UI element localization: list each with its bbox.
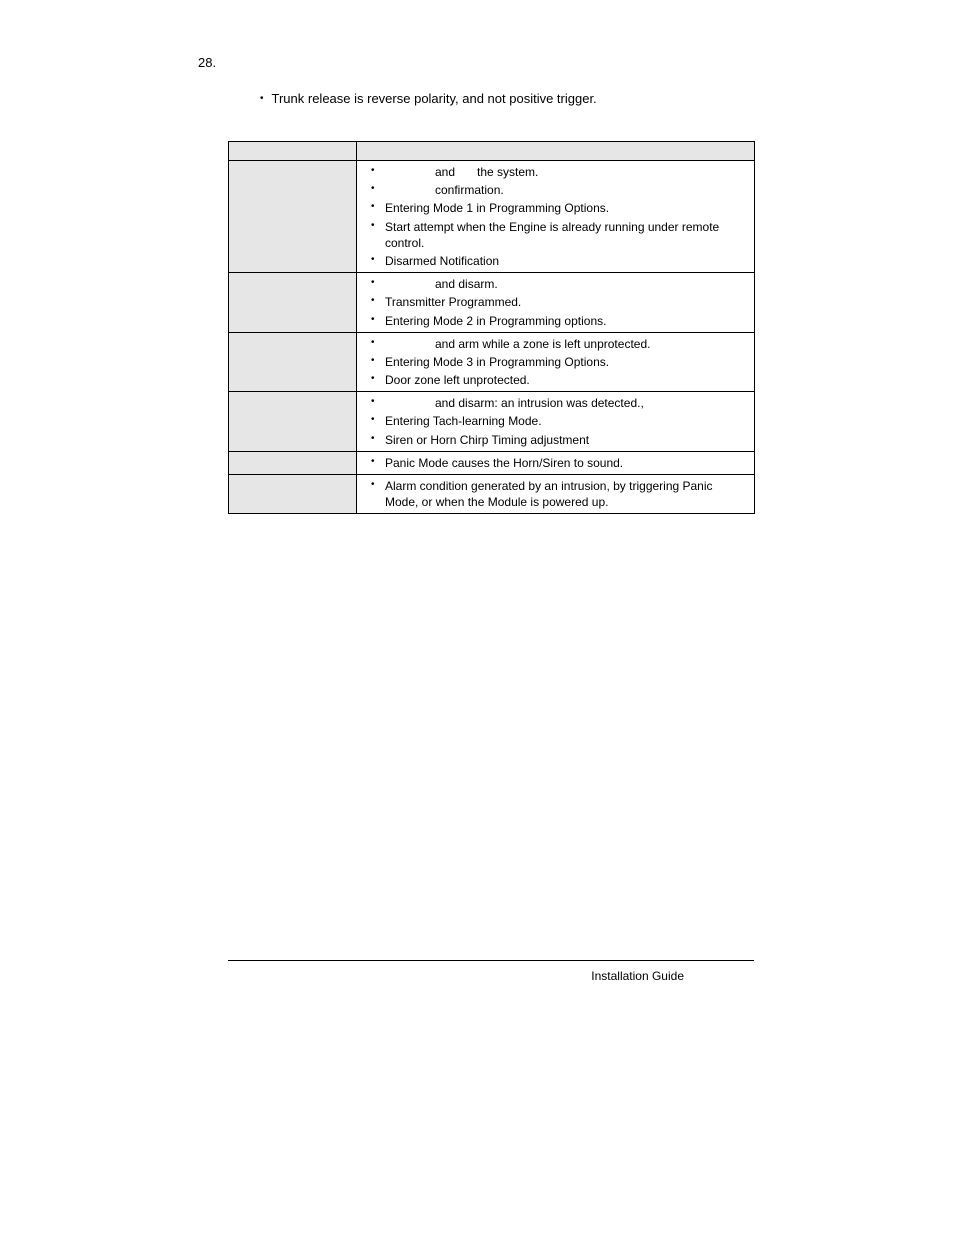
chirp-table: andthe system.confirmation.Entering Mode…: [228, 141, 755, 514]
footer-text: Installation Guide: [228, 969, 754, 983]
table-right-cell: and disarm.Transmitter Programmed.Enteri…: [357, 273, 755, 333]
intro-bullet: • Trunk release is reverse polarity, and…: [260, 91, 754, 107]
table-row: and disarm.Transmitter Programmed.Enteri…: [229, 273, 755, 333]
page-number: 28.: [198, 55, 216, 70]
table-header-cell: [229, 142, 357, 161]
list-item: Panic Mode causes the Horn/Siren to soun…: [385, 454, 754, 472]
list-item: Entering Mode 2 in Programming options.: [385, 312, 754, 330]
list-item: and disarm: an intrusion was detected.,: [385, 394, 754, 412]
list-item: Alarm condition generated by an intrusio…: [385, 477, 754, 511]
table-right-cell: Alarm condition generated by an intrusio…: [357, 475, 755, 514]
list-item: Transmitter Programmed.: [385, 293, 754, 311]
bullet-icon: •: [260, 91, 264, 107]
table-right-cell: and arm while a zone is left unprotected…: [357, 332, 755, 392]
list-item: andthe system.: [385, 163, 754, 181]
list-item: Siren or Horn Chirp Timing adjustment: [385, 431, 754, 449]
table-left-cell: [229, 475, 357, 514]
table-left-cell: [229, 451, 357, 474]
page: 28. • Trunk release is reverse polarity,…: [0, 0, 954, 1235]
list-item: Door zone left unprotected.: [385, 371, 754, 389]
table-row: and disarm: an intrusion was detected.,E…: [229, 392, 755, 452]
table-left-cell: [229, 392, 357, 452]
table-row: Alarm condition generated by an intrusio…: [229, 475, 755, 514]
intro-bullet-text: Trunk release is reverse polarity, and n…: [272, 91, 597, 106]
table-left-cell: [229, 273, 357, 333]
table-header-row: [229, 142, 755, 161]
cell-list: and disarm: an intrusion was detected.,E…: [357, 394, 754, 449]
table-right-cell: andthe system.confirmation.Entering Mode…: [357, 161, 755, 273]
list-item: Entering Mode 1 in Programming Options.: [385, 199, 754, 217]
table-right-cell: and disarm: an intrusion was detected.,E…: [357, 392, 755, 452]
cell-list: andthe system.confirmation.Entering Mode…: [357, 163, 754, 270]
cell-list: Alarm condition generated by an intrusio…: [357, 477, 754, 511]
list-item: confirmation.: [385, 181, 754, 199]
table-left-cell: [229, 332, 357, 392]
table-row: andthe system.confirmation.Entering Mode…: [229, 161, 755, 273]
list-item: Entering Tach-learning Mode.: [385, 412, 754, 430]
cell-list: Panic Mode causes the Horn/Siren to soun…: [357, 454, 754, 472]
list-item: and arm while a zone is left unprotected…: [385, 335, 754, 353]
table-row: Panic Mode causes the Horn/Siren to soun…: [229, 451, 755, 474]
table-row: and arm while a zone is left unprotected…: [229, 332, 755, 392]
footer-divider: [228, 960, 754, 961]
list-item: and disarm.: [385, 275, 754, 293]
table-right-cell: Panic Mode causes the Horn/Siren to soun…: [357, 451, 755, 474]
list-item: Entering Mode 3 in Programming Options.: [385, 353, 754, 371]
list-item: Start attempt when the Engine is already…: [385, 218, 754, 252]
table-header-cell: [357, 142, 755, 161]
cell-list: and disarm.Transmitter Programmed.Enteri…: [357, 275, 754, 330]
cell-list: and arm while a zone is left unprotected…: [357, 335, 754, 390]
list-item: Disarmed Notification: [385, 252, 754, 270]
table-left-cell: [229, 161, 357, 273]
